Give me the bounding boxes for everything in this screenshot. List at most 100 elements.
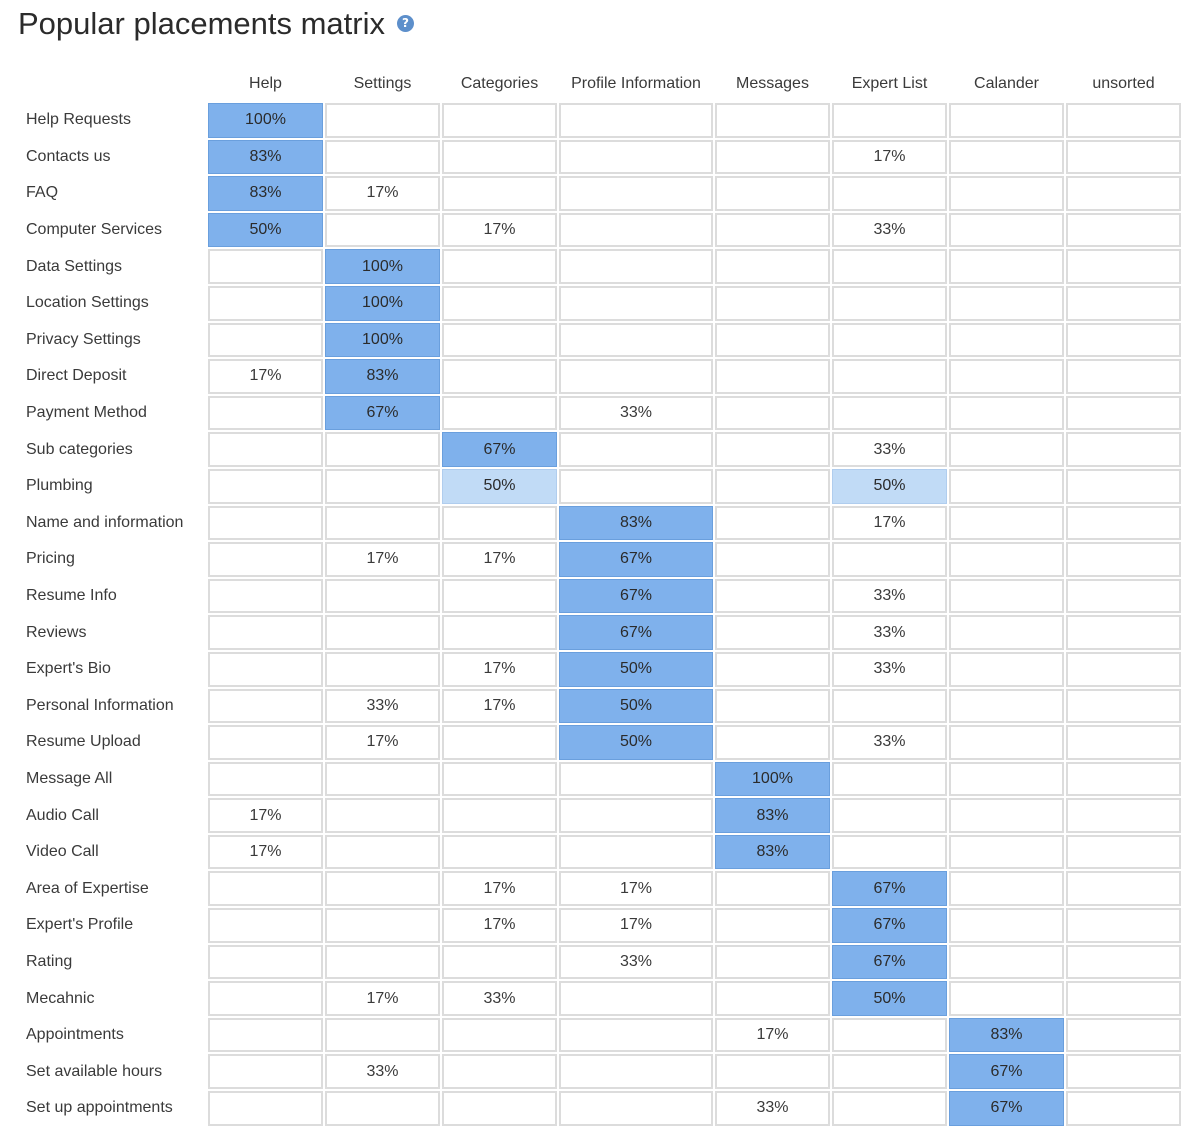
matrix-cell [324, 614, 441, 651]
matrix-cell [558, 102, 714, 139]
matrix-cell [831, 797, 948, 834]
matrix-cell [714, 358, 831, 395]
matrix-cell [207, 870, 324, 908]
matrix-cell [714, 394, 831, 432]
matrix-cell: 83% [558, 504, 714, 542]
row-label: Rating [26, 952, 73, 970]
matrix-row: Name and information 83% 17% [18, 504, 1182, 542]
matrix-cell [324, 138, 441, 176]
matrix-row: Privacy Settings 100% [18, 321, 1182, 359]
page-title-text: Popular placements matrix [18, 6, 385, 41]
help-icon[interactable]: ? [397, 15, 414, 33]
column-header: Settings [353, 75, 412, 92]
matrix-cell [714, 724, 831, 761]
matrix-cell [714, 980, 831, 1017]
matrix-cell [207, 1053, 324, 1091]
row-label: Payment Method [26, 404, 147, 422]
matrix-cell: 17% [831, 504, 948, 542]
matrix-cell [1065, 394, 1182, 432]
matrix-cell: 50% [831, 980, 948, 1017]
matrix-cell [441, 175, 558, 212]
matrix-cell [831, 284, 948, 322]
row-label: Contacts us [26, 147, 111, 165]
matrix-cell [207, 321, 324, 359]
matrix-cell [1065, 1090, 1182, 1127]
matrix-cell [948, 321, 1065, 359]
matrix-cell [558, 1016, 714, 1054]
matrix-cell [714, 687, 831, 725]
matrix-cell [558, 138, 714, 176]
matrix-row: Resume Upload 17% 50% 33% [18, 724, 1182, 761]
matrix-cell [1065, 358, 1182, 395]
matrix-row: Sub categories 67% 33% [18, 431, 1182, 468]
matrix-row: Reviews 67% 33% [18, 614, 1182, 651]
matrix-cell: 100% [207, 102, 324, 139]
matrix-cell: 17% [441, 687, 558, 725]
matrix-cell [714, 175, 831, 212]
matrix-cell [1065, 431, 1182, 468]
matrix-cell [714, 614, 831, 651]
matrix-cell [324, 431, 441, 468]
matrix-row: Resume Info 67% 33% [18, 577, 1182, 615]
matrix-cell [441, 248, 558, 285]
matrix-row: Video Call 17% 83% [18, 833, 1182, 871]
matrix-cell: 67% [558, 577, 714, 615]
matrix-cell [324, 467, 441, 505]
matrix-row: Data Settings 100% [18, 248, 1182, 285]
matrix-cell [1065, 504, 1182, 542]
matrix-cell: 17% [558, 870, 714, 908]
matrix-cell [324, 1090, 441, 1127]
matrix-cell [558, 1090, 714, 1127]
matrix-cell: 100% [714, 760, 831, 798]
matrix-cell [207, 650, 324, 688]
matrix-cell: 33% [831, 614, 948, 651]
matrix-row: Expert's Profile 17% 17% 67% [18, 907, 1182, 944]
matrix-cell: 100% [324, 248, 441, 285]
matrix-row: Pricing 17% 17% 67% [18, 541, 1182, 578]
matrix-cell [1065, 1053, 1182, 1091]
matrix-cell [558, 1053, 714, 1091]
matrix-cell: 33% [324, 687, 441, 725]
matrix-cell [558, 467, 714, 505]
matrix-cell: 33% [714, 1090, 831, 1127]
matrix-cell [831, 248, 948, 285]
matrix-cell [207, 1016, 324, 1054]
matrix-cell [207, 248, 324, 285]
matrix-cell [324, 577, 441, 615]
column-header: Messages [736, 75, 809, 92]
matrix-cell: 33% [831, 577, 948, 615]
matrix-cell: 67% [558, 614, 714, 651]
matrix-cell [948, 797, 1065, 834]
matrix-cell [1065, 650, 1182, 688]
matrix-cell [558, 248, 714, 285]
matrix-cell: 67% [324, 394, 441, 432]
row-label: Personal Information [26, 696, 174, 714]
matrix-cell [207, 577, 324, 615]
matrix-cell [831, 394, 948, 432]
row-label: Audio Call [26, 806, 99, 824]
matrix-cell [441, 321, 558, 359]
matrix-cell [441, 797, 558, 834]
matrix-cell [207, 943, 324, 981]
matrix-cell: 83% [714, 833, 831, 871]
matrix-cell [714, 248, 831, 285]
matrix-cell [714, 650, 831, 688]
matrix-cell [207, 760, 324, 798]
row-label: Mecahnic [26, 989, 95, 1007]
row-label: Help Requests [26, 111, 131, 129]
matrix-cell [441, 760, 558, 798]
matrix-cell [831, 541, 948, 578]
matrix-row: Message All 100% [18, 760, 1182, 798]
matrix-cell [324, 907, 441, 944]
matrix-cell: 33% [324, 1053, 441, 1091]
matrix-cell [558, 431, 714, 468]
matrix-cell [324, 833, 441, 871]
matrix-cell [558, 833, 714, 871]
matrix-cell [324, 943, 441, 981]
matrix-cell [948, 724, 1065, 761]
matrix-cell [714, 284, 831, 322]
matrix-cell: 67% [831, 870, 948, 908]
matrix-row: Set up appointments 33% 67% [18, 1090, 1182, 1127]
matrix-cell [948, 504, 1065, 542]
matrix-cell [1065, 760, 1182, 798]
